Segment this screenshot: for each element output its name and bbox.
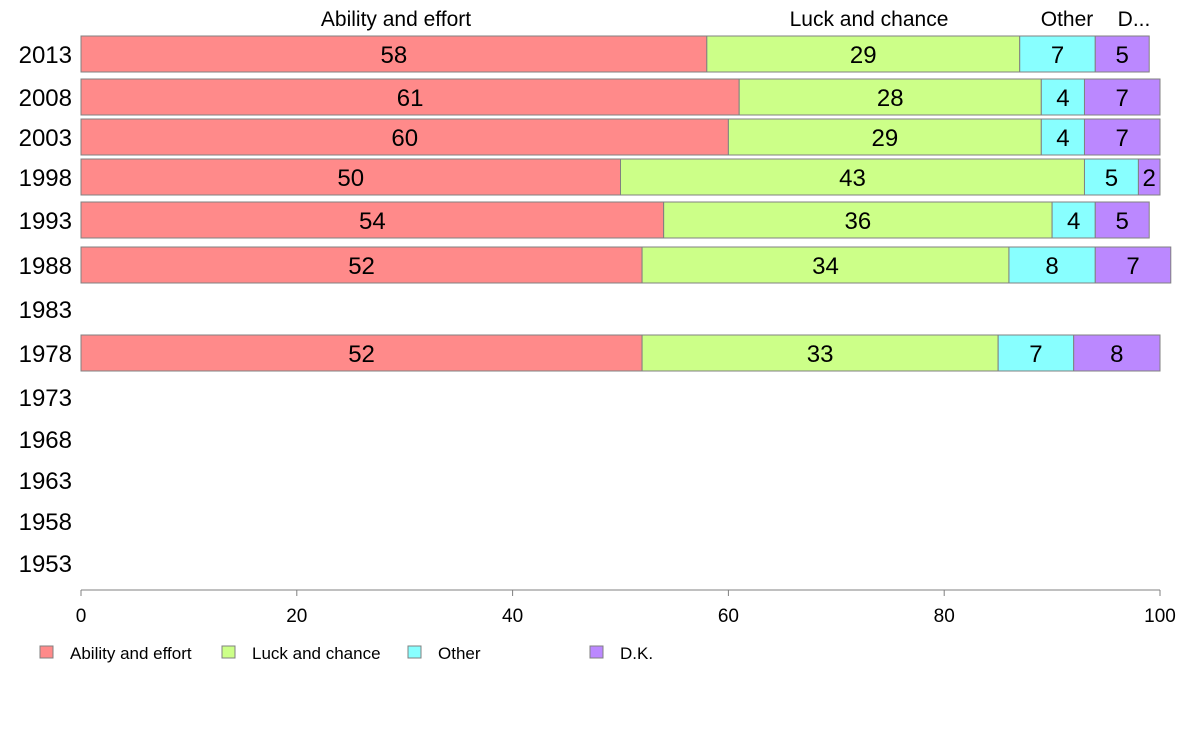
segment-value-label: 5 <box>1116 208 1129 235</box>
segment-value-label: 36 <box>845 208 872 235</box>
bar-segment <box>641 246 1010 284</box>
segment-value-label: 58 <box>381 42 408 69</box>
segment-value-label: 29 <box>872 125 899 152</box>
bar-segment <box>80 78 740 116</box>
x-tick-label: 100 <box>1144 606 1176 627</box>
legend-label: Other <box>438 644 481 663</box>
legend-swatch <box>407 645 422 659</box>
bar-segment <box>1040 78 1085 116</box>
bar-segment <box>738 78 1042 116</box>
bar-segment <box>1051 201 1096 239</box>
segment-value-label: 52 <box>348 253 375 280</box>
bar-segment <box>80 201 665 239</box>
segment-value-label: 5 <box>1105 165 1118 192</box>
segment-value-label: 7 <box>1126 253 1139 280</box>
bar-segment <box>727 118 1042 156</box>
x-tick-label: 60 <box>718 606 739 627</box>
year-label: 1968 <box>19 427 72 454</box>
segment-value-label: 43 <box>839 165 866 192</box>
column-header: Luck and chance <box>790 8 949 31</box>
bar-segment <box>641 334 999 372</box>
bar-segment <box>80 35 708 73</box>
column-header: Other <box>1041 8 1094 31</box>
x-tick-label: 20 <box>286 606 307 627</box>
year-label: 1963 <box>19 468 72 495</box>
year-label: 2013 <box>19 42 72 69</box>
bar-segment <box>1008 246 1096 284</box>
legend-label: Luck and chance <box>252 644 381 663</box>
segment-value-label: 7 <box>1029 341 1042 368</box>
legend-swatch <box>39 645 54 659</box>
bar-segment <box>80 118 729 156</box>
year-label: 1998 <box>19 165 72 192</box>
year-label: 1953 <box>19 551 72 578</box>
bar-segment <box>80 158 621 196</box>
x-tick-label: 0 <box>76 606 87 627</box>
bar-segment <box>1094 201 1150 239</box>
year-label: 1983 <box>19 297 72 324</box>
bar-segment <box>1137 158 1161 196</box>
column-header: D... <box>1118 8 1151 31</box>
segment-value-label: 29 <box>850 42 877 69</box>
bar-segment <box>80 246 643 284</box>
year-label: 1973 <box>19 385 72 412</box>
year-label: 2003 <box>19 125 72 152</box>
bar-segment <box>80 334 643 372</box>
legend-swatch <box>589 645 604 659</box>
bar-segment <box>997 334 1075 372</box>
year-label: 1993 <box>19 208 72 235</box>
year-label: 1958 <box>19 509 72 536</box>
segment-value-label: 34 <box>812 253 839 280</box>
bar-segment <box>1094 246 1172 284</box>
bar-segment <box>1073 334 1161 372</box>
segment-value-label: 54 <box>359 208 386 235</box>
segment-value-label: 61 <box>397 85 424 112</box>
x-tick-label: 80 <box>934 606 955 627</box>
segment-value-label: 60 <box>391 125 418 152</box>
bar-segment <box>706 35 1021 73</box>
segment-value-label: 7 <box>1116 85 1129 112</box>
segment-value-label: 4 <box>1056 125 1069 152</box>
legend-swatch <box>221 645 236 659</box>
segment-value-label: 2 <box>1143 165 1156 192</box>
year-label: 1978 <box>19 341 72 368</box>
legend-label: D.K. <box>620 644 653 663</box>
segment-value-label: 50 <box>337 165 364 192</box>
bar-segment <box>663 201 1053 239</box>
segment-value-label: 4 <box>1067 208 1080 235</box>
segment-value-label: 52 <box>348 341 375 368</box>
year-label: 1988 <box>19 253 72 280</box>
bar-segment <box>1083 118 1161 156</box>
segment-value-label: 8 <box>1045 253 1058 280</box>
bar-segment <box>1019 35 1096 73</box>
x-tick-label: 40 <box>502 606 523 627</box>
year-label: 2008 <box>19 85 72 112</box>
bar-segment <box>620 158 1085 196</box>
segment-value-label: 7 <box>1116 125 1129 152</box>
column-header: Ability and effort <box>321 8 471 31</box>
segment-value-label: 5 <box>1116 42 1129 69</box>
segment-value-label: 33 <box>807 341 834 368</box>
segment-value-label: 28 <box>877 85 904 112</box>
bar-segment <box>1094 35 1150 73</box>
segment-value-label: 7 <box>1051 42 1064 69</box>
legend-label: Ability and effort <box>70 644 192 663</box>
segment-value-label: 4 <box>1056 85 1069 112</box>
bar-segment <box>1083 78 1161 116</box>
segment-value-label: 8 <box>1110 341 1123 368</box>
